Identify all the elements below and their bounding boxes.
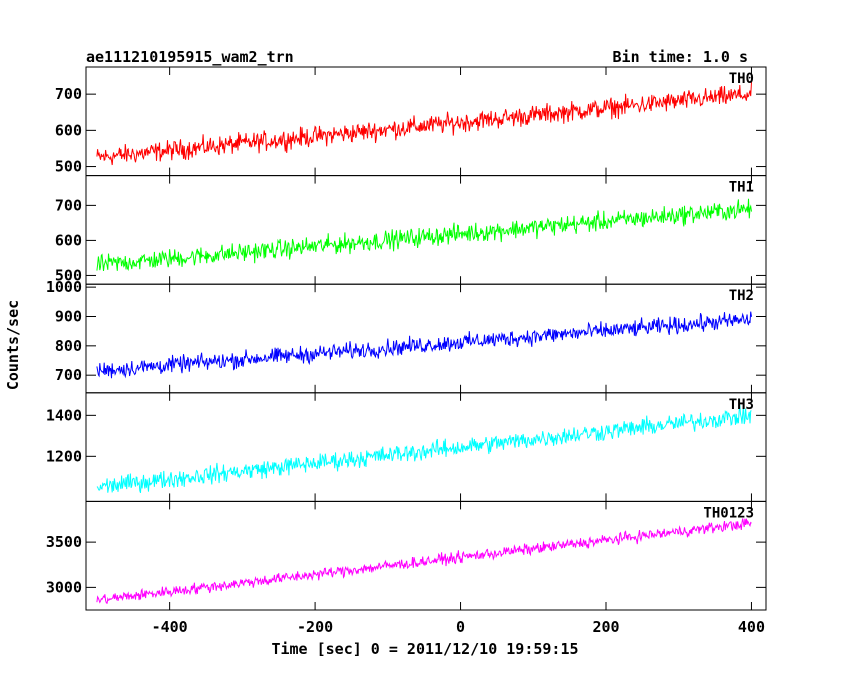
y-tick-label: 600: [55, 121, 82, 139]
panel-frame-th0123: [85, 500, 767, 611]
series-label-th1: TH1: [729, 180, 754, 196]
series-label-th3: TH3: [729, 397, 754, 413]
x-tick-label: 0: [456, 618, 465, 636]
y-tick-label: 1400: [46, 406, 82, 424]
y-tick-label: 500: [55, 158, 82, 176]
y-tick-label: 700: [55, 85, 82, 103]
series-line-th2: [96, 311, 752, 379]
y-tick-label: 1200: [46, 447, 82, 465]
panel-th1: 500 600 700 TH1: [55, 175, 767, 285]
x-axis-title: Time [sec] 0 = 2011/12/10 19:59:15: [271, 640, 578, 658]
chart-title: ae111210195915_wam2_trn: [86, 48, 294, 66]
x-tick-label: 400: [738, 618, 765, 636]
series-line-th1: [96, 198, 752, 272]
y-tick-label: 600: [55, 231, 82, 249]
series-label-th2: TH2: [729, 288, 754, 304]
series-line-th3: [96, 404, 752, 494]
panel-th3: 1200 1400 TH3: [46, 392, 767, 502]
panel-frame-th2: [85, 283, 767, 394]
y-tick-label: 700: [55, 366, 82, 384]
y-tick-label: 500: [55, 266, 82, 284]
y-tick-label: 700: [55, 196, 82, 214]
panel-frame-th1: [85, 175, 767, 285]
panel-th2: 700 800 900 1000 TH2: [46, 278, 767, 394]
x-tick-label: -400: [152, 618, 188, 636]
y-tick-label: 800: [55, 337, 82, 355]
y-tick-label: 1000: [46, 278, 82, 296]
series-label-th0123: TH0123: [703, 505, 754, 521]
series-line-th0: [96, 81, 752, 166]
bin-time-label: Bin time: 1.0 s: [613, 48, 748, 66]
x-tick-label: 200: [592, 618, 619, 636]
y-tick-label: 3500: [46, 533, 82, 551]
series-line-th0123: [96, 518, 752, 604]
panel-th0: 500 600 700 TH0: [55, 66, 767, 177]
y-tick-label: 3000: [46, 578, 82, 596]
x-tick-label: -200: [297, 618, 333, 636]
series-label-th0: TH0: [729, 71, 754, 87]
panel-frame-th3: [85, 392, 767, 502]
panels-group: 500 600 700 TH0 500 600 700 TH1 700 800 900 1000 TH2…: [46, 66, 767, 636]
panel-th0123: 3000 3500 TH0123: [46, 500, 767, 611]
y-axis-title: Counts/sec: [4, 300, 22, 390]
y-tick-label: 900: [55, 307, 82, 325]
